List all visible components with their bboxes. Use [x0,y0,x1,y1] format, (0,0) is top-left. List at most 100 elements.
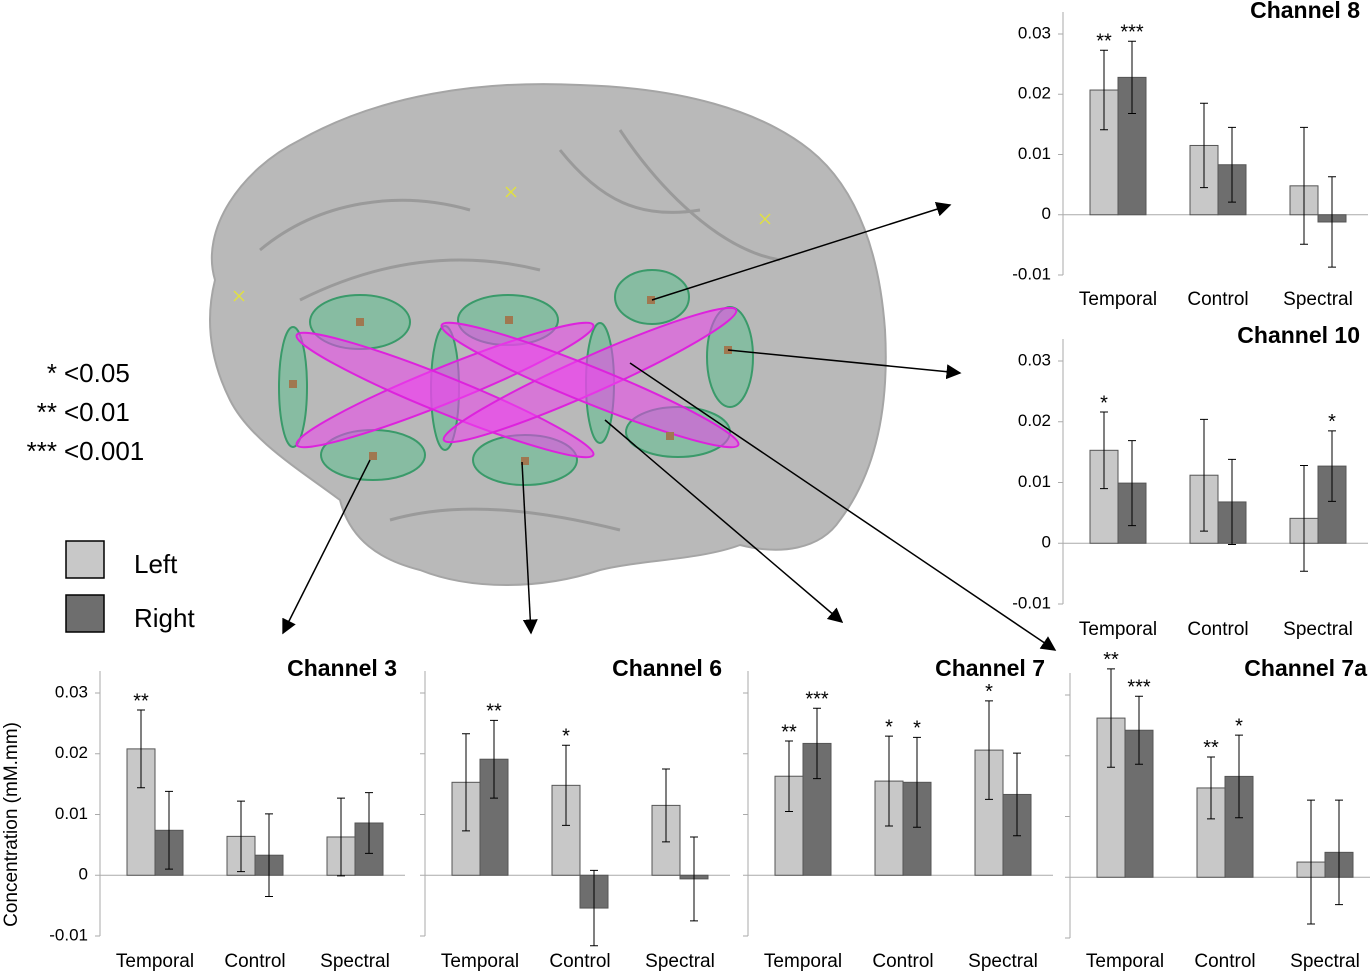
error-bar [337,797,345,877]
x-tick-label: Spectral [968,951,1038,972]
x-tick-label: Temporal [441,951,519,972]
y-tick-label: 0.03 [1018,23,1051,42]
bar-chart: Channel 3 0.03 0.02 0.01 0 -0.01 Concentration… [1,655,405,972]
chart-title: Channel 3 [287,655,397,681]
error-bar [590,869,598,947]
sig-p: <0.001 [64,436,144,466]
error-bar [1135,695,1143,765]
significance-stars: *** [1127,676,1151,698]
bar-chart: Channel 10 0.03 0.02 0.01 0 -0.01 Temporal * Con… [1012,322,1368,640]
chart-title: Channel 8 [1250,0,1360,23]
legend-swatch [65,540,105,579]
error-bar [165,790,173,870]
x-tick-label: Spectral [1283,289,1353,310]
bar [1124,729,1154,878]
error-bar [137,709,145,789]
chart-title: Channel 6 [612,655,722,681]
y-tick-label: 0.01 [1018,472,1051,491]
error-bar [365,792,373,854]
error-bar [562,744,570,826]
error-bar [237,800,245,873]
bar-chart: Channel 7aTemporal*****Control***Spectra… [1065,649,1370,972]
y-tick-label: 0.02 [1018,84,1051,103]
y-tick-label: -0.01 [1012,593,1051,612]
x-tick-label: Control [549,951,610,972]
significance-stars: * [1328,411,1336,433]
legend: Left Right [65,540,195,633]
error-bar [462,733,470,832]
error-bar [662,768,670,843]
chart-title: Channel 10 [1237,322,1360,348]
significance-stars: * [1100,392,1108,414]
x-tick-label: Temporal [1086,951,1164,972]
error-bar [1300,126,1308,245]
y-tick-label: 0.03 [1018,350,1051,369]
y-tick-label: 0.03 [55,682,88,701]
arrows [282,201,1057,651]
brain-image [209,83,887,586]
significance-stars: ** [1103,649,1119,671]
significance-stars: ** [1096,31,1112,53]
error-bar [885,735,893,827]
error-bar [1200,418,1208,532]
significance-stars: * [562,726,570,748]
x-tick-label: Control [224,951,285,972]
y-tick-label: 0 [1042,204,1051,223]
error-bar [1235,734,1243,819]
significance-stars: *** [805,688,829,710]
significance-legend: * <0.05** <0.01*** <0.001 [27,358,145,466]
error-bar [265,813,273,898]
x-tick-label: Spectral [1283,619,1353,640]
x-tick-label: Temporal [764,951,842,972]
y-tick-label: -0.01 [49,925,88,944]
sig-p: <0.01 [64,397,130,427]
significance-stars: ** [781,721,797,743]
error-bar [1200,102,1208,189]
legend-label: Left [134,549,178,579]
error-bar [1207,756,1215,820]
error-bar [913,736,921,828]
error-bar [1335,799,1343,906]
y-tick-label: 0.01 [1018,144,1051,163]
y-axis-label: Concentration (mM.mm) [1,722,22,927]
sig-stars: ** [37,397,57,427]
chart-title: Channel 7a [1244,655,1367,681]
error-bar [1228,458,1236,545]
x-tick-label: Spectral [1290,951,1360,972]
x-tick-label: Control [1187,619,1248,640]
error-bar [785,740,793,812]
error-bar [490,719,498,799]
error-bar [1300,464,1308,572]
error-bar [1013,752,1021,837]
significance-stars: * [985,681,993,703]
x-tick-label: Temporal [1079,289,1157,310]
sig-stars: *** [27,436,57,466]
error-bar [1100,49,1108,131]
sig-stars: * [47,358,57,388]
significance-stars: *** [1120,22,1144,44]
error-bar [1328,430,1336,502]
error-bar [1128,440,1136,527]
error-bar [1107,668,1115,768]
error-bar [690,836,698,922]
significance-stars: * [1235,715,1243,737]
y-tick-label: 0 [1042,533,1051,552]
x-tick-label: Control [1187,289,1248,310]
y-tick-label: 0.02 [1018,411,1051,430]
y-tick-label: 0.01 [55,804,88,823]
legend-swatch [65,594,105,633]
error-bar [1228,126,1236,203]
error-bar [1128,40,1136,115]
error-bar [1307,799,1315,925]
significance-stars: * [913,718,921,740]
x-tick-label: Spectral [645,951,715,972]
x-tick-label: Control [1194,951,1255,972]
error-bar [1100,411,1108,490]
significance-stars: ** [486,701,502,723]
error-bar [985,700,993,800]
sig-p: <0.05 [64,358,130,388]
legend-label: Right [134,603,195,633]
